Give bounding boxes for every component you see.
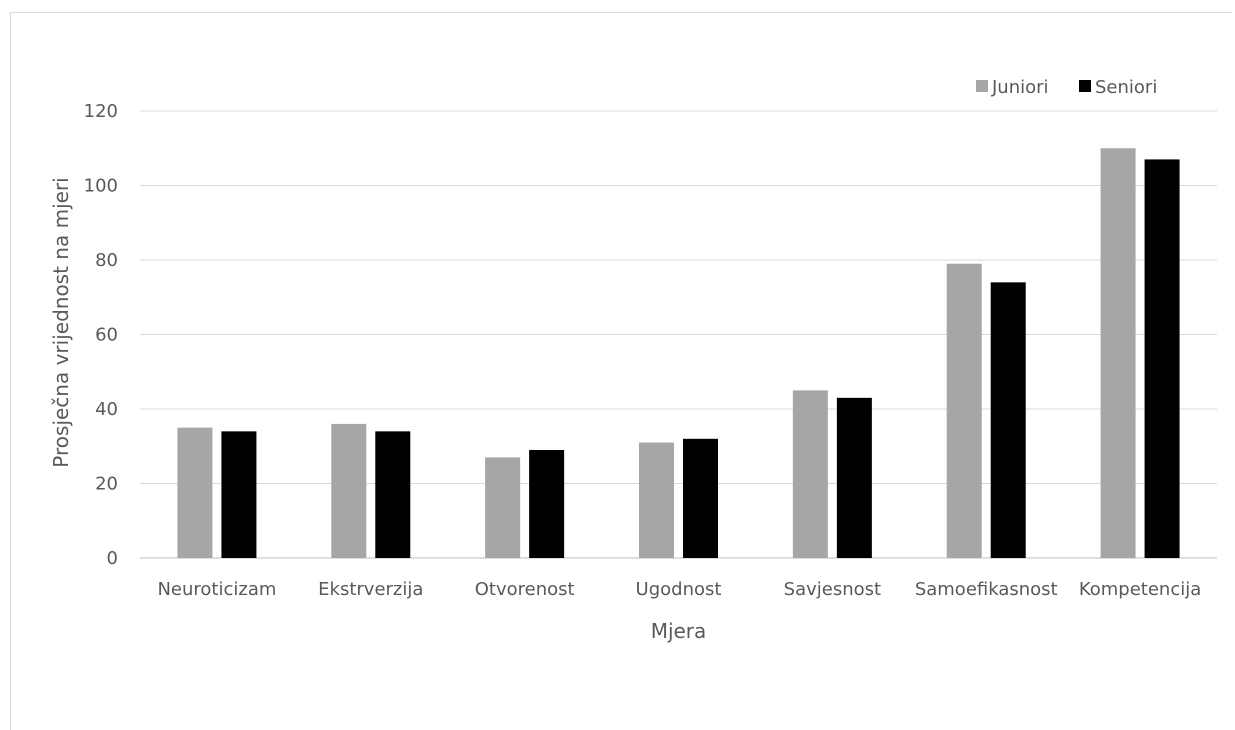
y-tick-label: 120 — [84, 101, 118, 122]
legend-swatch-seniori — [1079, 80, 1091, 92]
bar-seniori-ekstrverzija — [375, 431, 411, 558]
legend: Juniori Seniori — [976, 77, 1157, 98]
chart-frame — [10, 12, 1232, 730]
y-axis-ticks: 0 20 40 60 80 100 120 — [84, 101, 118, 569]
x-tick-label: Otvorenost — [475, 579, 575, 600]
bar-juniori-samoefikasnost — [946, 263, 982, 558]
bars — [177, 148, 1180, 559]
x-tick-label: Ugodnost — [636, 579, 722, 600]
bar-seniori-neuroticizam — [221, 431, 257, 558]
bar-seniori-savjesnost — [836, 397, 872, 558]
x-axis-title: Mjera — [651, 619, 707, 643]
y-tick-label: 100 — [84, 176, 118, 197]
y-tick-label: 40 — [95, 399, 118, 420]
bar-juniori-savjesnost — [792, 390, 828, 558]
bar-seniori-samoefikasnost — [990, 282, 1026, 558]
y-tick-label: 0 — [107, 548, 118, 569]
x-tick-label: Ekstrverzija — [318, 579, 423, 600]
x-tick-label: Savjesnost — [784, 579, 881, 600]
legend-label-seniori: Seniori — [1095, 77, 1157, 98]
bar-juniori-ugodnost — [639, 442, 674, 558]
bar-juniori-neuroticizam — [177, 427, 213, 558]
bar-seniori-kompetencija — [1144, 159, 1180, 559]
bar-seniori-otvorenost — [529, 449, 565, 558]
bar-juniori-ekstrverzija — [331, 423, 367, 558]
bar-seniori-ugodnost — [683, 438, 718, 558]
x-tick-label: Samoefikasnost — [915, 579, 1058, 600]
x-tick-label: Neuroticizam — [157, 579, 276, 600]
y-axis-title: Prosječna vrijednost na mjeri — [49, 177, 73, 467]
y-tick-label: 60 — [95, 325, 118, 346]
legend-swatch-juniori — [976, 80, 988, 92]
gridlines — [140, 110, 1217, 559]
y-tick-label: 80 — [95, 250, 118, 271]
y-tick-label: 20 — [95, 474, 118, 495]
bar-juniori-otvorenost — [485, 457, 521, 558]
legend-label-juniori: Juniori — [991, 77, 1049, 98]
bar-juniori-kompetencija — [1100, 148, 1136, 558]
x-axis-ticks: Neuroticizam Ekstrverzija Otvorenost Ugodno… — [157, 579, 1201, 600]
x-tick-label: Kompetencija — [1079, 579, 1201, 600]
